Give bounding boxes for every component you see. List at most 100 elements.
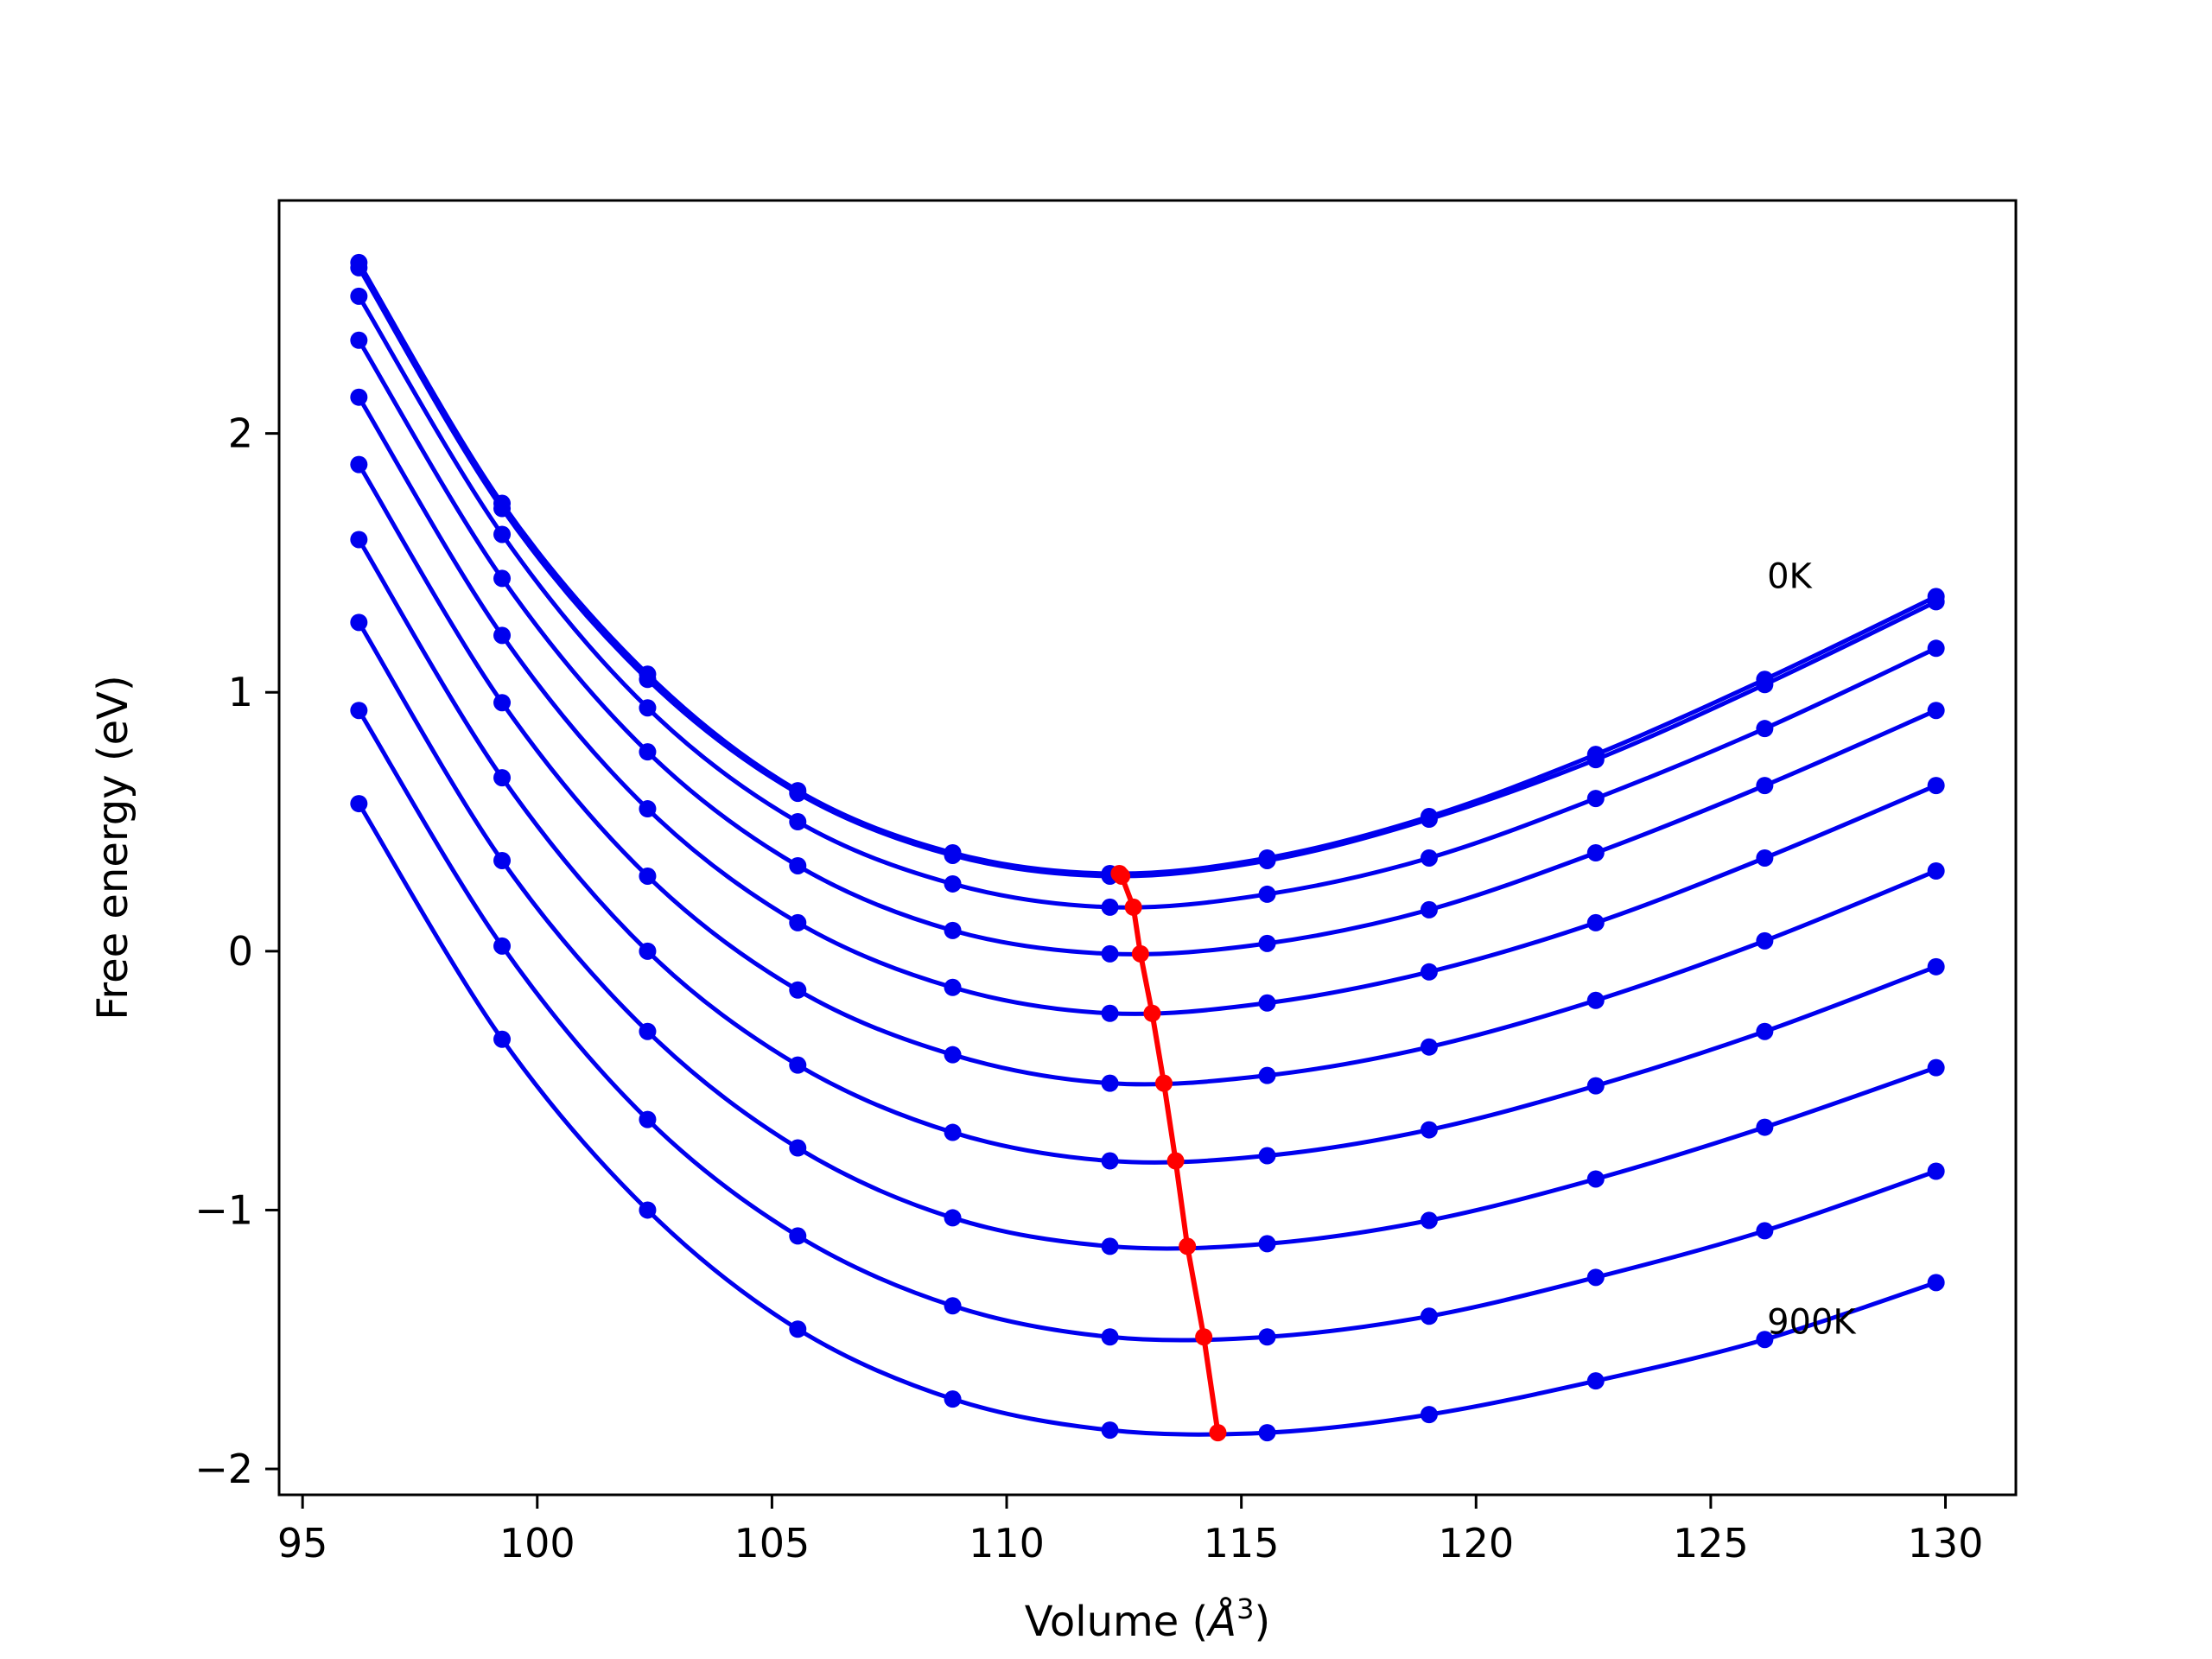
data-point-600K-1: [493, 769, 512, 787]
series-300K: [350, 331, 1945, 963]
data-point-900K-7: [1420, 1406, 1438, 1424]
data-point-700K-8: [1586, 1170, 1605, 1188]
data-point-600K-9: [1756, 1022, 1774, 1040]
data-point-100K-4: [944, 846, 962, 864]
data-point-100K-2: [639, 671, 657, 689]
data-point-100K-3: [789, 785, 807, 803]
curves-layer: [350, 253, 1945, 1442]
data-point-300K-8: [1586, 843, 1605, 861]
data-point-200K-2: [639, 699, 657, 717]
data-point-300K-10: [1927, 702, 1945, 720]
data-point-900K-4: [944, 1390, 962, 1408]
data-point-800K-8: [1586, 1268, 1605, 1287]
minimum-point-5: [1155, 1074, 1173, 1092]
data-point-500K-2: [639, 867, 657, 885]
series-line-400K: [357, 396, 1937, 1016]
data-point-500K-0: [350, 455, 368, 474]
data-point-300K-0: [350, 331, 368, 349]
data-point-200K-0: [350, 287, 368, 305]
data-point-800K-2: [639, 1110, 657, 1128]
x-tick-label-125: 125: [1673, 1520, 1749, 1567]
annotation-900K: 900K: [1767, 1302, 1857, 1342]
data-point-200K-7: [1420, 849, 1438, 867]
data-point-600K-8: [1586, 1077, 1605, 1095]
data-point-300K-9: [1756, 777, 1774, 795]
data-point-100K-1: [493, 499, 512, 518]
data-point-400K-10: [1927, 777, 1945, 795]
data-point-600K-10: [1927, 957, 1945, 976]
series-500K: [350, 455, 1945, 1092]
x-axis-label: Volume (Å3): [1025, 1592, 1270, 1646]
y-tick-label-2: 2: [228, 410, 253, 457]
minimum-point-3: [1131, 944, 1149, 963]
series-line-700K: [357, 621, 1937, 1251]
data-point-600K-0: [350, 531, 368, 549]
x-axis-label-suffix: ): [1254, 1598, 1270, 1646]
series-line-900K: [357, 802, 1937, 1437]
data-point-400K-4: [944, 978, 962, 996]
data-point-400K-1: [493, 626, 512, 645]
data-point-300K-6: [1258, 934, 1276, 952]
data-point-700K-0: [350, 613, 368, 632]
axes-frame: [277, 199, 2018, 1497]
x-axis-label-symbol: Å: [1205, 1597, 1236, 1646]
data-point-100K-10: [1927, 593, 1945, 611]
data-point-100K-8: [1586, 751, 1605, 769]
series-400K: [350, 388, 1945, 1022]
data-point-900K-0: [350, 795, 368, 813]
data-point-600K-5: [1101, 1152, 1119, 1170]
data-point-800K-7: [1420, 1307, 1438, 1325]
data-point-400K-8: [1586, 913, 1605, 931]
series-600K: [350, 531, 1945, 1170]
data-point-300K-5: [1101, 944, 1119, 963]
data-point-500K-7: [1420, 1038, 1438, 1056]
data-point-800K-3: [789, 1227, 807, 1245]
series-900K: [350, 795, 1945, 1442]
series-line-800K: [357, 709, 1937, 1343]
data-point-400K-7: [1420, 963, 1438, 981]
data-point-900K-6: [1258, 1424, 1276, 1442]
data-point-400K-0: [350, 388, 368, 406]
data-point-200K-10: [1927, 639, 1945, 658]
data-point-300K-2: [639, 743, 657, 761]
data-point-600K-3: [789, 1056, 807, 1074]
data-point-800K-0: [350, 702, 368, 720]
data-point-500K-9: [1756, 931, 1774, 950]
data-point-300K-7: [1420, 900, 1438, 918]
data-point-900K-5: [1101, 1421, 1119, 1440]
series-line-200K: [357, 295, 1937, 910]
data-point-200K-5: [1101, 898, 1119, 916]
data-point-200K-9: [1756, 720, 1774, 738]
data-point-700K-3: [789, 1139, 807, 1157]
data-point-700K-9: [1756, 1118, 1774, 1136]
series-line-100K: [357, 266, 1937, 879]
series-line-500K: [357, 463, 1937, 1087]
data-point-900K-1: [493, 1030, 512, 1048]
data-point-500K-4: [944, 1046, 962, 1064]
x-tick-label-130: 130: [1908, 1520, 1984, 1567]
data-point-400K-9: [1756, 849, 1774, 867]
y-axis-label: Free energy (eV): [89, 675, 137, 1020]
data-point-900K-3: [789, 1320, 807, 1338]
x-tick-label-105: 105: [734, 1520, 810, 1567]
x-axis-label-exponent: 3: [1236, 1592, 1254, 1625]
data-point-800K-9: [1756, 1222, 1774, 1240]
data-point-400K-2: [639, 800, 657, 818]
data-point-900K-10: [1927, 1274, 1945, 1292]
data-point-900K-9: [1756, 1331, 1774, 1349]
minimum-point-6: [1166, 1152, 1185, 1170]
data-point-200K-4: [944, 874, 962, 893]
series-200K: [350, 287, 1945, 916]
data-point-500K-8: [1586, 991, 1605, 1009]
data-point-500K-6: [1258, 1066, 1276, 1084]
series-800K: [350, 702, 1945, 1346]
annotations-layer: 0K 900K: [1767, 556, 1857, 1342]
annotation-0K: 0K: [1767, 556, 1813, 596]
data-point-100K-0: [350, 258, 368, 276]
data-point-500K-5: [1101, 1074, 1119, 1092]
minimum-point-7: [1179, 1237, 1197, 1255]
data-point-400K-6: [1258, 994, 1276, 1012]
data-point-800K-5: [1101, 1328, 1119, 1346]
data-point-600K-6: [1258, 1147, 1276, 1165]
